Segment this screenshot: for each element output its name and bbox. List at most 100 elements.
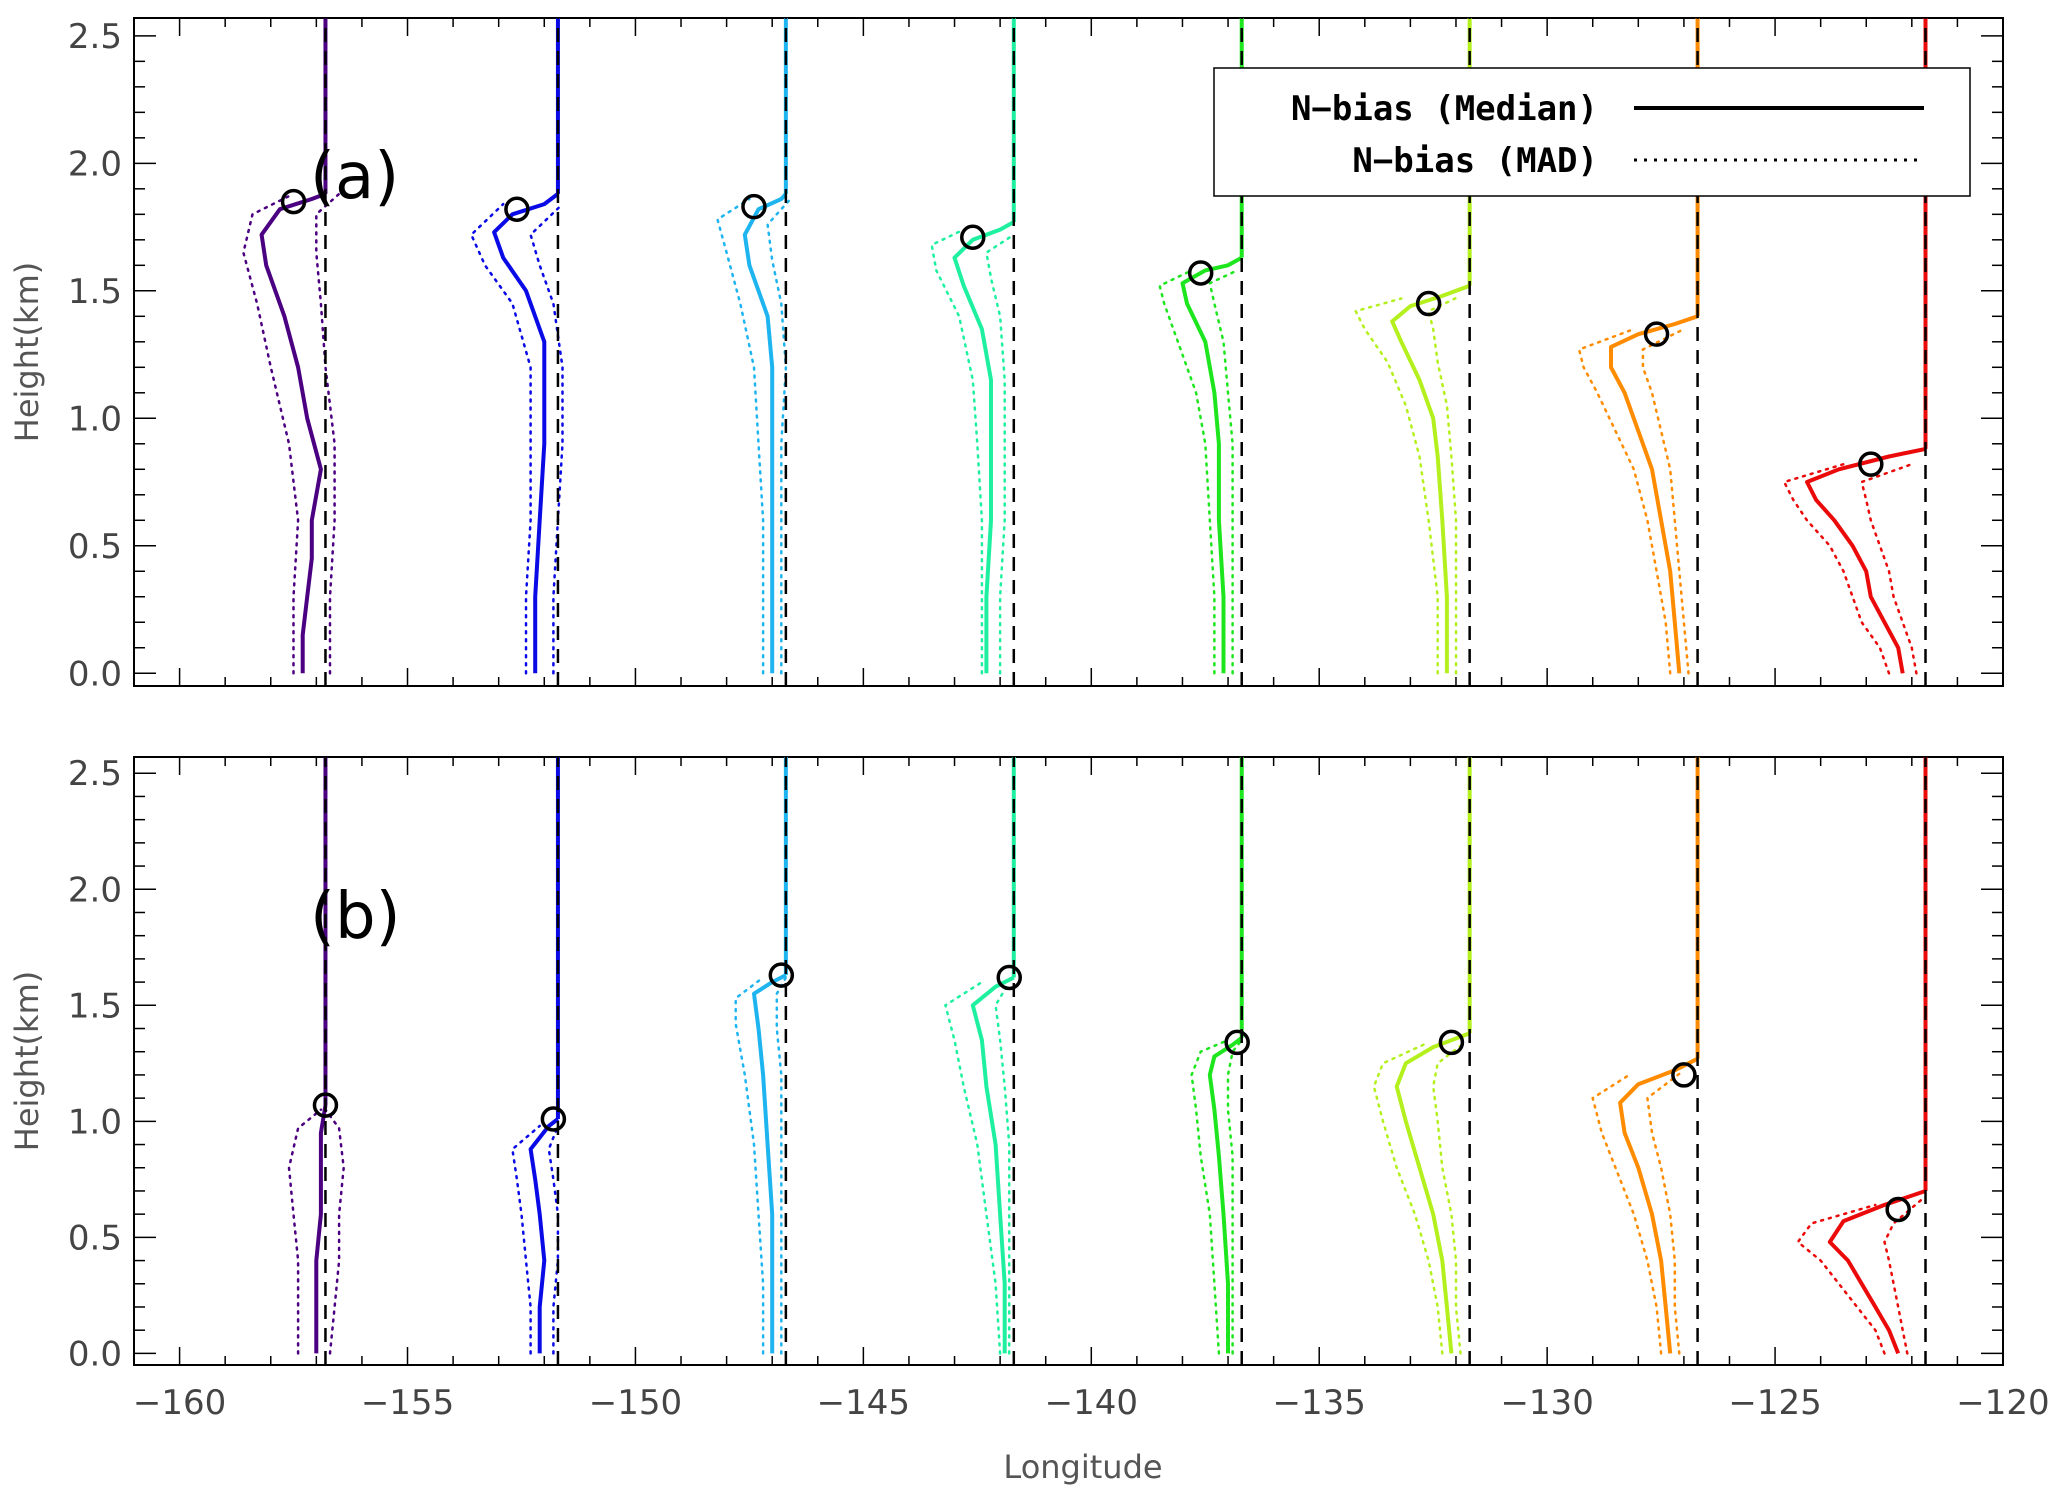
x-axis-tick-labels: −160 −155 −150 −145 −140 −135 −130 −125 −120	[133, 1383, 2050, 1423]
y-axis-title: Height(km)	[8, 262, 46, 442]
y-tick-label: 1.0	[68, 1102, 122, 1142]
y-tick-label: 1.5	[68, 986, 122, 1026]
y-tick-label: 1.0	[68, 399, 122, 439]
legend-box	[1213, 67, 1971, 197]
mad-line-inner	[1353, 297, 1439, 675]
mad-line-inner	[1577, 327, 1672, 675]
mad-line-outer	[1883, 1198, 1923, 1355]
mad-line-outer	[1208, 269, 1239, 675]
mad-line-inner	[242, 192, 300, 675]
circle-marker	[996, 964, 1022, 991]
mad-line-inner	[716, 197, 765, 675]
profile-7	[1591, 757, 1700, 1365]
circle-marker	[312, 1092, 339, 1118]
mad-line-inner	[511, 1124, 541, 1355]
mad-line-inner	[1796, 1203, 1886, 1355]
mad-line-inner	[287, 1108, 323, 1355]
profile-1	[287, 757, 345, 1365]
circle-marker	[540, 1106, 567, 1132]
median-line	[314, 1104, 328, 1354]
x-tick-label: −140	[1045, 1383, 1138, 1423]
profile-2	[469, 18, 564, 686]
x-tick-label: −160	[133, 1383, 226, 1423]
y-tick-label: 1.5	[68, 272, 122, 312]
x-tick-label: −135	[1273, 1383, 1366, 1423]
y-tick-label: 2.0	[68, 144, 122, 184]
plot-frame	[133, 17, 2004, 687]
y-tick-label: 0.5	[68, 1218, 122, 1258]
mad-line-inner	[1158, 269, 1216, 675]
y-tick-label: 2.5	[68, 754, 122, 794]
median-line	[1618, 1056, 1699, 1354]
median-line	[1390, 283, 1471, 674]
median-line	[528, 1117, 560, 1354]
legend-label-mad: N−bias (MAD)	[1352, 141, 1598, 181]
x-tick-label: −125	[1728, 1383, 1821, 1423]
profile-1	[242, 18, 341, 686]
circle-marker	[504, 196, 530, 222]
x-tick-label: −130	[1500, 1383, 1593, 1423]
mad-line-outer	[315, 192, 341, 675]
x-tick-label: −145	[817, 1383, 910, 1423]
y-tick-label: 2.5	[68, 17, 122, 57]
mad-line-inner	[1372, 1041, 1444, 1355]
median-line	[752, 973, 787, 1354]
mad-line-outer	[547, 1124, 560, 1355]
median-line	[1394, 1031, 1471, 1354]
mad-line-inner	[469, 202, 532, 675]
mad-line-inner	[1782, 462, 1891, 675]
mad-line-outer	[1431, 1041, 1467, 1355]
mad-line-outer	[1427, 294, 1462, 675]
circle-marker	[1671, 1062, 1697, 1088]
mad-line-outer	[1641, 327, 1690, 675]
profile-6	[1372, 757, 1472, 1365]
mad-line-outer	[775, 976, 788, 1355]
profile-3	[734, 757, 795, 1365]
profile-4	[930, 18, 1016, 686]
panel-tag: (b)	[310, 880, 401, 954]
mad-line-inner	[943, 980, 1002, 1355]
profile-2	[511, 757, 567, 1365]
median-line	[742, 192, 788, 674]
x-tick-label: −155	[361, 1383, 454, 1423]
mad-line-outer	[994, 980, 1011, 1355]
circle-marker	[741, 193, 767, 220]
y-tick-label: 2.0	[68, 870, 122, 910]
profile-3	[716, 18, 792, 686]
x-tick-label: −150	[589, 1383, 682, 1423]
median-line	[259, 192, 327, 674]
circle-marker	[1187, 260, 1214, 286]
median-line	[1609, 314, 1699, 674]
median-line	[492, 192, 560, 674]
profile-8	[1796, 757, 1928, 1365]
mad-line-inner	[1591, 1073, 1663, 1355]
median-line	[970, 975, 1015, 1354]
mad-line-outer	[324, 1108, 345, 1355]
mad-line-inner	[1190, 1038, 1230, 1355]
median-line	[1827, 1189, 1927, 1355]
mad-line-inner	[930, 228, 984, 675]
profile-4	[943, 757, 1022, 1365]
panel-a: 0.0 0.5 1.0 1.5 2.0 2.5 Height(km) (a)	[8, 17, 2004, 694]
circle-marker	[1415, 290, 1442, 317]
y-tick-label: 0.0	[68, 1334, 122, 1374]
legend-label-median: N−bias (Median)	[1291, 89, 1598, 129]
circle-marker	[768, 962, 795, 988]
x-axis-title: Longitude	[1003, 1448, 1162, 1486]
circle-marker	[1885, 1196, 1911, 1223]
median-line	[952, 220, 1015, 674]
x-tick-label: −120	[1956, 1383, 2049, 1423]
plot-frame	[133, 756, 2004, 1366]
mad-line-outer	[1860, 462, 1918, 675]
legend: N−bias (Median) N−bias (MAD)	[1213, 67, 1971, 197]
panel-tag: (a)	[310, 140, 399, 214]
mad-line-outer	[1226, 1038, 1243, 1355]
circle-marker	[280, 188, 307, 215]
circle-marker	[1224, 1029, 1250, 1056]
mad-line-outer	[529, 202, 564, 675]
circle-marker	[960, 224, 986, 251]
y-tick-label: 0.5	[68, 527, 122, 567]
mad-line-inner	[734, 976, 765, 1355]
circle-marker	[1858, 451, 1884, 477]
